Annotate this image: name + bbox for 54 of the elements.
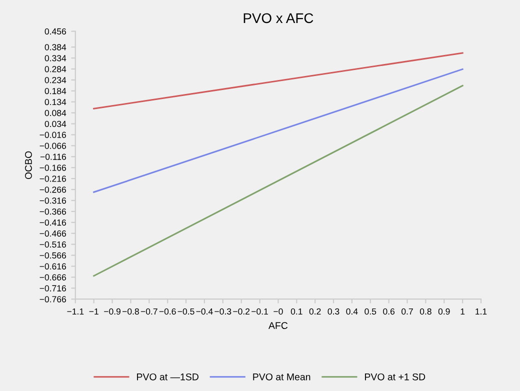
y-tick-label: −0.716 <box>40 285 66 292</box>
y-tick-label: −0.316 <box>40 198 66 204</box>
y-tick-label: −0.566 <box>40 252 66 259</box>
x-tick-label: 0.9 <box>438 308 450 315</box>
x-tick-label: −1.1 <box>67 308 84 314</box>
y-tick-label: 0.234 <box>44 77 66 84</box>
x-tick-label: −0 <box>274 308 283 315</box>
x-tick-label: 0.3 <box>328 308 340 315</box>
x-tick-label: −1 <box>89 308 98 314</box>
y-tick-label: −0.216 <box>40 176 66 182</box>
x-tick-label: 0.1 <box>290 308 302 315</box>
y-tick-label: 0.184 <box>44 88 66 94</box>
y-tick-label: −0.116 <box>40 154 66 160</box>
y-tick-label: 0.284 <box>44 66 66 72</box>
y-tick-label: 0.456 <box>44 28 66 35</box>
y-tick-label: 0.334 <box>44 55 66 62</box>
x-tick-label: −0.2 <box>233 308 250 315</box>
x-tick-label: 1 <box>460 308 465 314</box>
x-tick-label: 1.1 <box>476 308 487 314</box>
x-tick-label: −0.3 <box>214 308 232 315</box>
y-tick-label: −0.666 <box>40 274 66 280</box>
x-tick-label: −0.7 <box>140 308 158 315</box>
x-tick-label: −0.5 <box>178 308 194 315</box>
legend-label: PVO at Mean <box>253 373 310 380</box>
x-tick-label: 0.6 <box>383 308 395 315</box>
y-tick-label: −0.766 <box>40 296 66 302</box>
y-tick-label: −0.066 <box>40 142 66 149</box>
y-tick-label: −0.416 <box>40 219 66 226</box>
x-tick-label: −0.6 <box>159 308 176 315</box>
y-tick-label: −0.016 <box>40 132 66 138</box>
y-tick-label: −0.616 <box>40 263 66 270</box>
legend-label: PVO at —1SD <box>137 373 198 380</box>
x-tick-label: 0.8 <box>420 308 432 315</box>
y-tick-label: 0.084 <box>44 110 66 116</box>
y-tick-label: −0.366 <box>40 208 66 215</box>
x-tick-label: 0.7 <box>402 308 413 315</box>
y-tick-label: −0.466 <box>40 230 66 237</box>
y-tick-label: 0.034 <box>44 120 66 128</box>
y-axis-title: OCBO <box>25 151 32 180</box>
x-axis-title: AFC <box>268 322 288 329</box>
x-tick-label: −0.1 <box>252 308 268 315</box>
x-tick-label: 0.2 <box>309 308 321 315</box>
y-tick-label: −0.166 <box>40 164 66 171</box>
x-tick-label: −0.9 <box>104 308 120 315</box>
x-tick-label: 0.4 <box>346 308 358 315</box>
y-tick-label: −0.516 <box>40 241 66 248</box>
y-tick-label: 0.134 <box>44 98 66 106</box>
x-tick-label: −0.4 <box>196 308 213 315</box>
y-tick-label: −0.266 <box>40 186 66 193</box>
x-tick-label: −0.8 <box>122 308 139 315</box>
chart-title: PVO x AFC <box>244 13 314 24</box>
legend-label: PVO at +1 SD <box>365 373 426 380</box>
x-tick-label: 0.5 <box>364 308 376 315</box>
y-tick-label: 0.384 <box>44 44 66 50</box>
